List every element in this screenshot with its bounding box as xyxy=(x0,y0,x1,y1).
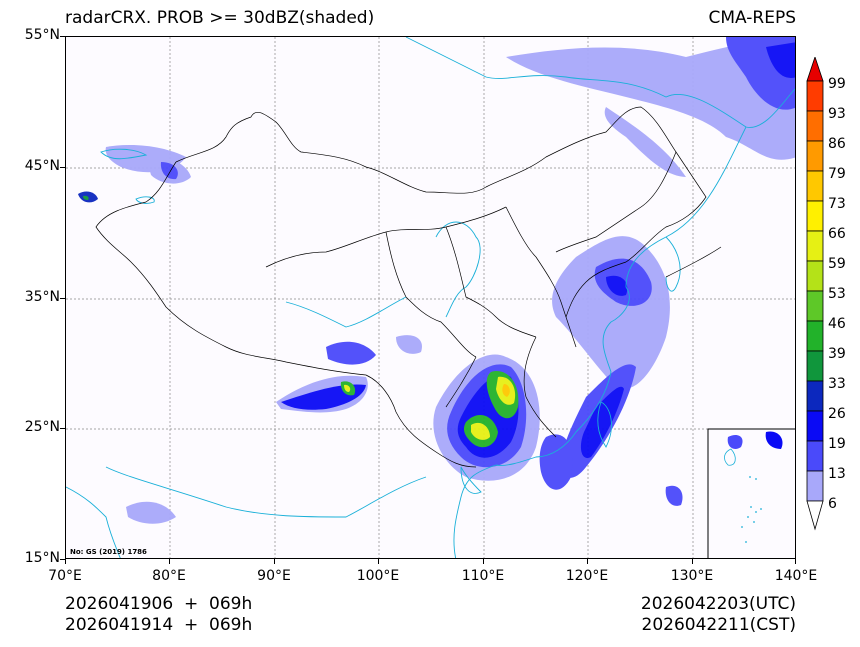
lat-tick-15: 15°N xyxy=(24,550,60,566)
gridlines xyxy=(66,37,795,558)
colorbar-label-33: 33 xyxy=(828,376,846,392)
map-canvas xyxy=(66,37,795,558)
colorbar-label-99: 99 xyxy=(828,76,846,92)
lat-tick-35: 35°N xyxy=(24,289,60,305)
lon-tick-130: 130°E xyxy=(670,568,714,584)
lat-tick-25: 25°N xyxy=(24,419,60,435)
tick-mark xyxy=(65,559,66,564)
tick-mark xyxy=(378,559,379,564)
coastline-rivers xyxy=(66,37,795,558)
tick-mark xyxy=(60,36,65,37)
tick-mark xyxy=(587,559,588,564)
colorbar-label-26: 26 xyxy=(828,406,846,422)
tick-mark xyxy=(60,167,65,168)
valid-time-utc: 2026042203(UTC) xyxy=(640,594,796,614)
probability-shading xyxy=(78,37,795,524)
tick-mark xyxy=(274,559,275,564)
tick-mark xyxy=(60,298,65,299)
lon-tick-110: 110°E xyxy=(461,568,505,584)
colorbar-label-6: 6 xyxy=(828,496,837,512)
copyright-note: No: GS (2019) 1786 xyxy=(70,548,147,556)
colorbar-label-13: 13 xyxy=(828,466,846,482)
tick-mark xyxy=(169,559,170,564)
init-time-cst: 2026041914 + 069h xyxy=(65,615,253,635)
lon-tick-140: 140°E xyxy=(774,568,818,584)
lon-tick-90: 90°E xyxy=(257,568,291,584)
lon-tick-120: 120°E xyxy=(565,568,609,584)
tick-mark xyxy=(483,559,484,564)
init-time-utc: 2026041906 + 069h xyxy=(65,594,253,614)
colorbar-label-66: 66 xyxy=(828,226,846,242)
colorbar-label-73: 73 xyxy=(828,196,846,212)
colorbar-label-46: 46 xyxy=(828,316,846,332)
colorbar-label-79: 79 xyxy=(828,166,846,182)
map-plot-area[interactable]: No: GS (2019) 1786 xyxy=(65,36,796,559)
colorbar-label-93: 93 xyxy=(828,106,846,122)
colorbar-label-59: 59 xyxy=(828,256,846,272)
borders xyxy=(95,106,722,468)
lat-tick-45: 45°N xyxy=(24,158,60,174)
colorbar xyxy=(806,57,824,531)
lon-tick-100: 100°E xyxy=(356,568,400,584)
lat-tick-55: 55°N xyxy=(24,27,60,43)
colorbar-label-53: 53 xyxy=(828,286,846,302)
tick-mark xyxy=(795,559,796,564)
tick-mark xyxy=(60,559,65,560)
lon-tick-70: 70°E xyxy=(48,568,82,584)
colorbar-label-19: 19 xyxy=(828,436,846,452)
inset-box xyxy=(707,428,795,558)
lon-tick-80: 80°E xyxy=(152,568,186,584)
valid-time-cst: 2026042211(CST) xyxy=(641,615,796,635)
model-name: CMA-REPS xyxy=(708,8,796,28)
tick-mark xyxy=(692,559,693,564)
colorbar-label-39: 39 xyxy=(828,346,846,362)
tick-mark xyxy=(60,428,65,429)
map-title: radarCRX. PROB >= 30dBZ(shaded) xyxy=(65,8,375,28)
colorbar-label-86: 86 xyxy=(828,136,846,152)
